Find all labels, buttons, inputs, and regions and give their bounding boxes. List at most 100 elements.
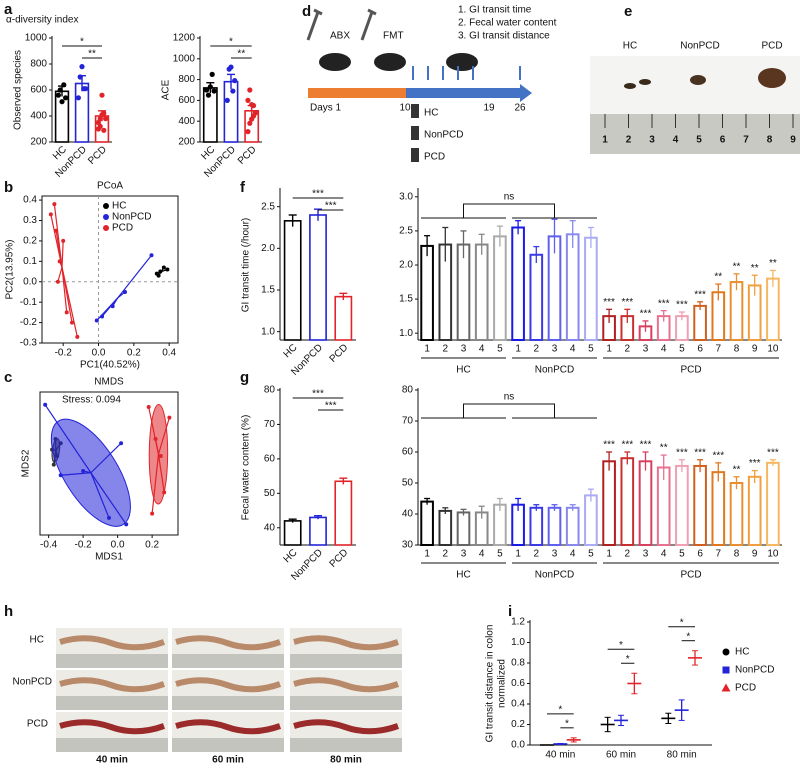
panel-letter: h <box>4 603 13 620</box>
group-label: HC <box>30 635 44 646</box>
y-tick-label: 0.6 <box>511 678 525 689</box>
outcome-label: 3. GI transit distance <box>458 31 550 42</box>
significance-label: *** <box>676 447 688 458</box>
group-label: HC <box>623 41 637 52</box>
data-point <box>230 88 236 94</box>
y-axis-label: MDS2 <box>21 449 32 477</box>
data-point <box>52 202 57 207</box>
significance-label: *** <box>694 447 706 458</box>
legend-label: NonPCD <box>112 212 151 223</box>
ruler-number: 2 <box>626 135 632 146</box>
x-tick-label: 2 <box>625 344 631 355</box>
x-axis-label: PC1(40.52%) <box>80 360 140 371</box>
spider-line <box>151 454 160 514</box>
significance-label: ns <box>504 392 515 403</box>
bar <box>334 480 353 546</box>
x-tick-label: 0.0 <box>111 540 125 551</box>
y-tick-label: 800 <box>178 74 195 85</box>
data-point <box>64 310 69 315</box>
significance-label: *** <box>676 300 688 311</box>
feces-photo <box>590 56 800 154</box>
significance-label: *** <box>621 297 633 308</box>
data-point <box>70 320 75 325</box>
data-point <box>247 87 253 93</box>
bar <box>766 461 780 547</box>
y-tick-label: 0.4 <box>511 699 525 710</box>
significance-label: * <box>558 704 562 715</box>
panel-letter: i <box>508 603 512 620</box>
data-point <box>63 95 69 101</box>
data-point <box>103 116 109 122</box>
chart-title: α-diversity index <box>6 15 78 26</box>
data-point <box>97 123 103 129</box>
data-point <box>209 71 215 77</box>
y-tick-label: 200 <box>30 137 47 148</box>
group-label: PCD <box>761 41 782 52</box>
syringe <box>360 8 377 41</box>
y-axis-label: normalized <box>497 659 508 708</box>
day-label: Days 1 <box>310 103 342 114</box>
bar <box>420 244 434 341</box>
spider-line <box>154 438 160 455</box>
y-tick-label: 1.0 <box>261 326 275 337</box>
annotation: Stress: 0.094 <box>62 395 121 406</box>
x-tick-label: 3 <box>643 549 649 560</box>
data-point <box>101 127 107 133</box>
x-tick-label: 5 <box>588 549 594 560</box>
y-axis-label: Observed species <box>13 50 24 130</box>
group-label: NonPCD <box>424 130 463 141</box>
data-point <box>149 253 154 258</box>
bar <box>693 464 707 547</box>
data-point <box>150 511 155 516</box>
significance-label: *** <box>603 297 615 308</box>
data-point <box>119 441 124 446</box>
x-tick-label: -0.2 <box>75 540 93 551</box>
bar <box>309 516 327 546</box>
y-tick-label: 1.5 <box>261 285 275 296</box>
x-tick-label: 3 <box>552 549 558 560</box>
significance-label: *** <box>312 189 324 200</box>
data-point <box>43 402 48 407</box>
bar <box>438 509 453 546</box>
y-tick-label: 1.2 <box>511 617 525 628</box>
y-tick-label: 0.2 <box>511 719 525 730</box>
colon <box>293 719 400 735</box>
data-point <box>156 273 161 278</box>
ruler <box>56 654 168 668</box>
bar <box>675 464 689 547</box>
ruler-number: 3 <box>649 135 655 146</box>
x-tick-label: 4 <box>479 344 485 355</box>
y-tick-label: 0.4 <box>23 195 37 206</box>
x-axis-label: MDS1 <box>95 552 123 563</box>
bar <box>584 236 598 342</box>
y-tick-label: 600 <box>178 95 195 106</box>
group-label: HC <box>456 570 470 581</box>
data-point <box>83 86 89 92</box>
x-tick-label: PCD <box>328 342 351 365</box>
x-tick-label: 4 <box>570 344 576 355</box>
x-tick-label: 9 <box>752 344 758 355</box>
colon <box>175 719 282 735</box>
y-tick-label: 80 <box>264 385 276 396</box>
ruler-number: 8 <box>767 135 773 146</box>
significance-label: *** <box>325 401 337 412</box>
significance-label: * <box>686 631 690 642</box>
significance-label: ns <box>504 192 515 203</box>
x-tick-label: 7 <box>716 549 722 560</box>
y-tick-label: 2.0 <box>399 260 413 271</box>
x-tick-label: 4 <box>570 549 576 560</box>
bar <box>693 304 707 341</box>
spider-line <box>61 240 64 268</box>
bar <box>529 506 544 546</box>
legend-label: NonPCD <box>735 665 774 676</box>
data-point <box>162 490 167 495</box>
y-tick-label: 50 <box>402 478 414 489</box>
y-tick-label: 0.8 <box>511 658 525 669</box>
mouse <box>319 53 351 71</box>
y-tick-label: 0.2 <box>23 236 37 247</box>
y-tick-label: 60 <box>264 454 276 465</box>
x-tick-label: 2 <box>443 549 449 560</box>
data-point <box>249 101 255 108</box>
chart-title: PCoA <box>97 181 123 192</box>
colon <box>59 719 166 735</box>
